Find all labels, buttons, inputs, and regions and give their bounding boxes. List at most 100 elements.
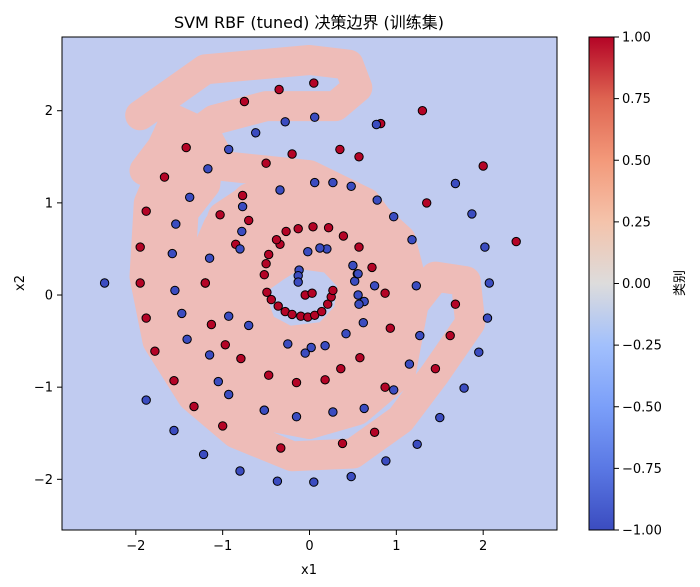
- point-class-neg: [237, 201, 248, 212]
- point-class-neg: [251, 128, 261, 138]
- point-class-pos: [445, 330, 455, 341]
- x-tick-label: 0: [305, 539, 313, 554]
- plot-area: [61, 36, 558, 531]
- point-class-pos: [135, 242, 145, 252]
- point-class-neg: [203, 164, 213, 174]
- colorbar-tick-label: −0.75: [622, 462, 662, 477]
- point-class-pos: [380, 382, 390, 392]
- point-class-neg: [358, 318, 368, 328]
- point-class-pos: [264, 249, 274, 260]
- chart-title: SVM RBF (tuned) 决策边界 (训练集): [174, 13, 444, 32]
- point-class-neg: [204, 350, 215, 360]
- point-class-neg: [415, 330, 425, 341]
- point-class-pos: [450, 299, 461, 309]
- x-tick-label: 2: [479, 539, 487, 554]
- point-class-neg: [450, 178, 461, 189]
- point-class-neg: [389, 212, 399, 222]
- point-class-pos: [261, 158, 271, 168]
- colorbar-tick-label: −0.25: [622, 339, 662, 354]
- point-class-pos: [271, 235, 282, 245]
- point-class-neg: [389, 385, 399, 395]
- point-class-neg: [328, 407, 338, 417]
- point-class-neg: [315, 243, 325, 253]
- point-class-neg: [348, 260, 358, 271]
- point-class-neg: [293, 277, 303, 287]
- point-class-pos: [511, 236, 521, 247]
- point-class-pos: [417, 106, 428, 116]
- point-class-pos: [293, 224, 303, 234]
- point-class-pos: [262, 287, 272, 297]
- colorbar-tick-label: 0.75: [622, 92, 651, 107]
- point-class-pos: [239, 96, 250, 107]
- point-class-pos: [281, 226, 291, 237]
- colorbar-tick-label: −0.50: [622, 400, 662, 415]
- y-tick-label: 2: [45, 104, 53, 119]
- point-class-neg: [224, 311, 234, 321]
- point-class-neg: [480, 242, 490, 252]
- point-class-neg: [369, 281, 380, 291]
- point-class-pos: [478, 161, 488, 171]
- point-class-neg: [167, 248, 178, 259]
- point-class-pos: [335, 144, 345, 155]
- point-class-pos: [274, 84, 284, 95]
- point-class-pos: [307, 288, 317, 298]
- colorbar: −1.00 −0.75 −0.50 −0.25 0.00 0.25 0.50 0.75 1.00…: [588, 31, 688, 539]
- point-class-pos: [380, 288, 390, 298]
- point-class-pos: [259, 270, 269, 280]
- point-class-neg: [412, 439, 422, 449]
- colorbar-label: 类别: [673, 270, 688, 296]
- colorbar-tick-label: −1.00: [622, 524, 662, 539]
- point-class-pos: [181, 142, 191, 153]
- point-class-pos: [287, 149, 297, 159]
- point-class-pos: [135, 278, 145, 288]
- point-class-neg: [185, 192, 195, 203]
- y-axis: −2 −1 0 1 2: [34, 104, 62, 488]
- point-class-pos: [287, 309, 297, 320]
- point-class-pos: [367, 262, 377, 273]
- y-axis-label: x2: [13, 275, 28, 291]
- point-class-neg: [404, 359, 415, 369]
- point-class-pos: [264, 370, 274, 380]
- point-class-pos: [215, 210, 225, 220]
- point-class-neg: [359, 403, 369, 414]
- point-class-neg: [310, 177, 320, 188]
- point-class-neg: [353, 290, 363, 300]
- point-class-neg: [237, 226, 247, 237]
- point-class-neg: [259, 405, 269, 415]
- point-class-pos: [141, 206, 151, 216]
- point-class-neg: [467, 209, 477, 219]
- point-class-pos: [369, 427, 380, 437]
- point-class-pos: [309, 78, 319, 88]
- point-class-pos: [320, 375, 330, 385]
- point-class-neg: [346, 181, 356, 192]
- point-class-neg: [435, 412, 445, 423]
- point-class-pos: [237, 190, 248, 201]
- point-class-neg: [484, 278, 494, 288]
- point-class-pos: [266, 294, 276, 305]
- point-class-pos: [354, 242, 364, 252]
- x-tick-label: −2: [126, 539, 145, 554]
- point-class-pos: [308, 222, 318, 232]
- y-tick-label: 0: [45, 289, 53, 304]
- point-class-neg: [198, 449, 209, 460]
- point-class-neg: [310, 112, 320, 122]
- point-class-neg: [170, 285, 180, 296]
- point-class-pos: [206, 319, 217, 330]
- point-class-pos: [328, 285, 338, 296]
- point-class-pos: [244, 215, 254, 226]
- point-class-neg: [182, 334, 192, 344]
- point-class-neg: [272, 476, 283, 486]
- point-class-neg: [306, 342, 316, 353]
- point-class-neg: [283, 339, 293, 349]
- x-tick-label: 1: [392, 539, 400, 554]
- point-class-neg: [459, 383, 469, 393]
- colorbar-ticks: −1.00 −0.75 −0.50 −0.25 0.00 0.25 0.50 0.75 1.00: [614, 31, 662, 539]
- point-class-neg: [346, 471, 356, 482]
- point-class-pos: [141, 313, 151, 323]
- point-class-neg: [482, 313, 493, 323]
- point-class-neg: [235, 466, 245, 476]
- point-class-neg: [224, 389, 234, 400]
- point-class-pos: [430, 364, 441, 374]
- point-class-pos: [323, 223, 334, 233]
